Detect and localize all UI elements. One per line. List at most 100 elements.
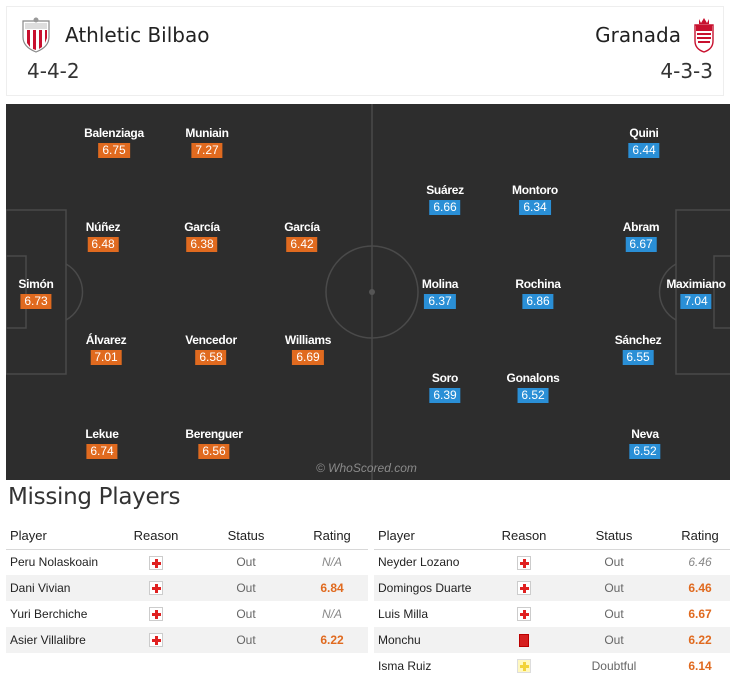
- player-rating: 6.86: [522, 294, 554, 309]
- rating: 6.46: [688, 555, 712, 570]
- table-row[interactable]: Peru Nolaskoain Out N/A: [6, 549, 368, 575]
- away-player[interactable]: Soro 6.39: [429, 371, 461, 404]
- player-name: Gonalons: [506, 371, 560, 385]
- table-row[interactable]: Asier Villalibre Out 6.22: [6, 627, 368, 653]
- table-row[interactable]: Luis Milla Out 6.67: [374, 601, 730, 627]
- player-name[interactable]: Peru Nolaskoain: [10, 555, 99, 570]
- player-name: Núñez: [85, 220, 121, 234]
- injury-icon: [517, 607, 531, 622]
- away-player[interactable]: Rochina 6.86: [515, 277, 561, 310]
- away-player[interactable]: Neva 6.52: [629, 427, 661, 460]
- home-player[interactable]: Lekue 6.74: [85, 427, 119, 460]
- player-rating: 6.52: [629, 444, 661, 459]
- player-rating: 6.75: [98, 143, 130, 158]
- status: Out: [236, 607, 256, 621]
- away-player[interactable]: Abram 6.67: [623, 220, 660, 253]
- player-name[interactable]: Domingos Duarte: [374, 575, 484, 601]
- player-name: Neva: [631, 427, 659, 441]
- rating: 6.22: [664, 627, 730, 653]
- injury-icon: [149, 607, 163, 622]
- player-rating: 6.48: [87, 237, 119, 252]
- table-row[interactable]: Neyder Lozano Out 6.46: [374, 549, 730, 575]
- away-player[interactable]: Quini 6.44: [628, 126, 660, 159]
- status: Out: [604, 607, 624, 621]
- player-name[interactable]: Dani Vivian: [6, 575, 116, 601]
- away-missing-table: Player Reason Status Rating Neyder Lozan…: [374, 522, 730, 679]
- status: Out: [564, 575, 664, 601]
- away-goalkeeper[interactable]: Maximiano 7.04: [666, 277, 726, 310]
- player-name: Sánchez: [614, 333, 662, 347]
- table-row[interactable]: Yuri Berchiche Out N/A: [6, 601, 368, 627]
- home-team-name[interactable]: Athletic Bilbao: [65, 23, 210, 47]
- home-player[interactable]: García 6.38: [184, 220, 220, 253]
- rating: 6.22: [296, 627, 368, 653]
- player-name[interactable]: Yuri Berchiche: [10, 607, 88, 621]
- home-goalkeeper[interactable]: Simón 6.73: [18, 277, 54, 310]
- player-name[interactable]: Asier Villalibre: [6, 627, 116, 653]
- table-row[interactable]: Domingos Duarte Out 6.46: [374, 575, 730, 601]
- home-player[interactable]: Muniain 7.27: [185, 126, 229, 159]
- player-name: Rochina: [515, 277, 561, 291]
- player-name: Quini: [629, 126, 659, 140]
- player-name: Balenziaga: [84, 126, 144, 140]
- pitch-lines: [6, 104, 730, 480]
- col-status[interactable]: Status: [564, 522, 664, 550]
- home-player[interactable]: Álvarez 7.01: [86, 333, 127, 366]
- red-card-icon: [519, 634, 529, 648]
- player-name[interactable]: Isma Ruiz: [378, 659, 432, 673]
- away-team-name[interactable]: Granada: [595, 23, 681, 47]
- home-player[interactable]: Núñez 6.48: [86, 220, 121, 253]
- player-name[interactable]: Luis Milla: [378, 607, 429, 621]
- player-rating: 7.01: [90, 350, 122, 365]
- col-status[interactable]: Status: [196, 522, 296, 550]
- player-name: Molina: [421, 277, 459, 291]
- away-player[interactable]: Sánchez 6.55: [615, 333, 662, 366]
- away-player[interactable]: Suárez 6.66: [426, 183, 464, 216]
- doubtful-icon: [517, 659, 531, 674]
- rating: 6.84: [296, 575, 368, 601]
- table-header-row: Player Reason Status Rating: [6, 522, 368, 550]
- player-rating: 6.37: [424, 294, 456, 309]
- player-rating: 6.69: [292, 350, 324, 365]
- injury-icon: [149, 581, 163, 596]
- status: Out: [604, 555, 624, 570]
- col-player[interactable]: Player: [374, 522, 484, 550]
- table-header-row: Player Reason Status Rating: [374, 522, 730, 550]
- home-player[interactable]: Williams 6.69: [285, 333, 331, 366]
- away-player[interactable]: Gonalons 6.52: [507, 371, 560, 404]
- home-team[interactable]: Athletic Bilbao: [21, 17, 209, 53]
- player-rating: 6.67: [625, 237, 657, 252]
- home-player[interactable]: García 6.42: [284, 220, 320, 253]
- player-name: Soro: [431, 371, 459, 385]
- col-reason[interactable]: Reason: [484, 522, 564, 550]
- rating: 6.14: [688, 659, 712, 673]
- player-name[interactable]: Neyder Lozano: [378, 555, 460, 570]
- col-reason[interactable]: Reason: [116, 522, 196, 550]
- status: Doubtful: [591, 659, 637, 673]
- col-rating[interactable]: Rating: [664, 522, 730, 550]
- player-rating: 6.74: [86, 444, 118, 459]
- away-team[interactable]: Granada: [595, 17, 715, 53]
- rating: N/A: [321, 607, 342, 621]
- col-player[interactable]: Player: [6, 522, 116, 550]
- watermark: © WhoScored.com: [316, 461, 417, 475]
- home-player[interactable]: Vencedor 6.58: [185, 333, 237, 366]
- player-name: Muniain: [185, 126, 229, 140]
- home-player[interactable]: Balenziaga 6.75: [84, 126, 144, 159]
- away-player[interactable]: Montoro 6.34: [512, 183, 558, 216]
- col-rating[interactable]: Rating: [296, 522, 368, 550]
- injury-icon: [149, 555, 163, 570]
- away-player[interactable]: Molina 6.37: [422, 277, 458, 310]
- player-name: Simón: [18, 277, 54, 291]
- home-player[interactable]: Berenguer 6.56: [185, 427, 243, 460]
- home-formation: 4-4-2: [27, 59, 80, 83]
- table-row[interactable]: Isma Ruiz Doubtful 6.14: [374, 653, 730, 679]
- player-name[interactable]: Monchu: [374, 627, 484, 653]
- table-row[interactable]: Dani Vivian Out 6.84: [6, 575, 368, 601]
- player-name: Álvarez: [85, 333, 127, 347]
- rating: 6.46: [664, 575, 730, 601]
- player-rating: 6.44: [628, 143, 660, 158]
- table-row[interactable]: Monchu Out 6.22: [374, 627, 730, 653]
- status: Out: [564, 627, 664, 653]
- player-rating: 6.66: [429, 200, 461, 215]
